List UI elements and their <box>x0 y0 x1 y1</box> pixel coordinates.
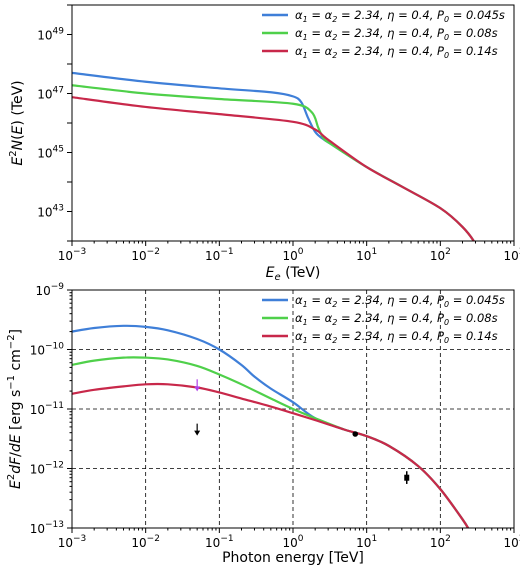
bottom-legend-label: α1 = α2 = 2.34, η = 0.4, P0 = 0.14s <box>295 329 498 345</box>
top-series-line-2 <box>72 84 476 241</box>
top-legend-label: α1 = α2 = 2.34, η = 0.4, P0 = 0.045s <box>295 8 505 24</box>
bottom-y-tick-label: 10−10 <box>30 342 65 358</box>
top-x-tick-label: 101 <box>356 247 377 263</box>
bottom-x-tick-label: 100 <box>282 534 303 550</box>
bottom-y-axis-label: E2dF/dE [erg s−1 cm−2] <box>6 329 24 489</box>
bottom-series-line-2 <box>72 356 470 528</box>
bottom-legend-entry: α1 = α2 = 2.34, η = 0.4, P0 = 0.08s <box>262 311 498 327</box>
top-x-tick-label: 10−1 <box>205 247 234 263</box>
bottom-x-tick-label: 101 <box>356 534 377 550</box>
top-y-tick-label: 1047 <box>37 86 64 102</box>
top-legend: α1 = α2 = 2.34, η = 0.4, P0 = 0.045s α1 =… <box>262 8 505 60</box>
top-y-tick-label: 1049 <box>37 27 64 43</box>
top-panel: 10−3 10−2 10−1 100 101 102 103 1043 1045 1047 1049… <box>8 4 520 283</box>
top-series-line-3 <box>72 96 476 241</box>
top-x-axis-label: Ee (TeV) <box>266 265 321 283</box>
top-legend-entry: α1 = α2 = 2.34, η = 0.4, P0 = 0.045s <box>262 8 505 24</box>
bottom-y-tick-label: 10−12 <box>30 461 64 477</box>
bottom-legend: α1 = α2 = 2.34, η = 0.4, P0 = 0.045s α1 =… <box>262 293 505 345</box>
bottom-data-point <box>352 431 359 437</box>
bottom-x-tick-label: 10−2 <box>131 534 160 550</box>
bottom-x-tick-label: 102 <box>430 534 451 550</box>
bottom-legend-entry: α1 = α2 = 2.34, η = 0.4, P0 = 0.14s <box>262 329 498 345</box>
bottom-series-line-3 <box>72 382 470 528</box>
top-y-axis-label: E2N(E) (TeV) <box>8 80 26 165</box>
bottom-legend-entry: α1 = α2 = 2.34, η = 0.4, P0 = 0.045s <box>262 293 505 309</box>
bottom-x-tick-label: 10−3 <box>58 534 87 550</box>
bottom-x-tick-label: 10−1 <box>205 534 234 550</box>
bottom-legend-label: α1 = α2 = 2.34, η = 0.4, P0 = 0.045s <box>295 293 505 309</box>
top-x-tick-label: 10−2 <box>131 247 160 263</box>
top-y-tick-label: 1043 <box>37 204 64 220</box>
top-x-tick-label: 103 <box>503 247 520 263</box>
bottom-panel: 10−3 10−2 10−1 100 101 102 103 10−13 10−12 10−11 1… <box>6 282 520 566</box>
bottom-y-tick-label: 10−9 <box>35 282 64 298</box>
top-legend-entry: α1 = α2 = 2.34, η = 0.4, P0 = 0.14s <box>262 44 498 60</box>
bottom-data-point <box>404 471 410 484</box>
bottom-upper-limit-marker <box>194 423 201 436</box>
top-x-tick-label: 102 <box>430 247 451 263</box>
top-y-tick-label: 1045 <box>37 145 64 161</box>
bottom-x-tick-label: 103 <box>503 534 520 550</box>
bottom-legend-label: α1 = α2 = 2.34, η = 0.4, P0 = 0.08s <box>295 311 498 327</box>
top-legend-entry: α1 = α2 = 2.34, η = 0.4, P0 = 0.08s <box>262 26 498 42</box>
top-x-tick-label: 10−3 <box>58 247 87 263</box>
bottom-y-tick-label: 10−13 <box>30 520 64 536</box>
top-legend-label: α1 = α2 = 2.34, η = 0.4, P0 = 0.14s <box>295 44 498 60</box>
bottom-upper-limit-marker <box>194 379 201 392</box>
bottom-x-axis-label: Photon energy [TeV] <box>222 550 364 566</box>
top-x-tick-label: 100 <box>282 247 303 263</box>
bottom-y-tick-label: 10−11 <box>30 401 64 417</box>
top-legend-label: α1 = α2 = 2.34, η = 0.4, P0 = 0.08s <box>295 26 498 42</box>
